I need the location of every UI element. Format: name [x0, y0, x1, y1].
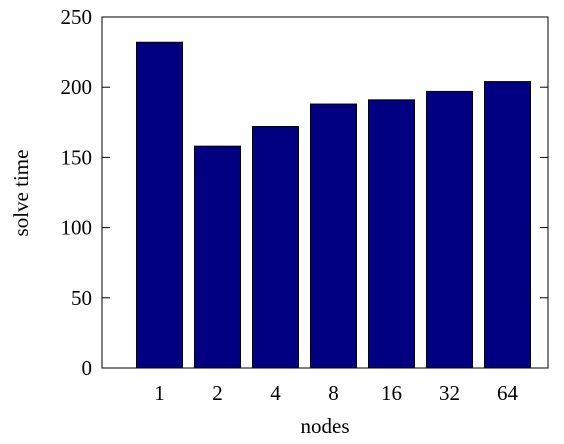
- y-tick-label-250: 250: [61, 5, 93, 29]
- bar-64: [484, 81, 531, 369]
- bar-2: [194, 145, 241, 369]
- bar-1: [136, 41, 183, 369]
- bar-16: [368, 99, 415, 369]
- y-axis-title: solve time: [9, 150, 33, 237]
- plot-frame: [101, 16, 549, 369]
- y-tick-label-50: 50: [71, 286, 92, 310]
- bar-4: [252, 126, 299, 369]
- x-tick-label-2: 2: [212, 381, 223, 405]
- x-tick-label-16: 16: [381, 381, 402, 405]
- x-tick-label-32: 32: [439, 381, 460, 405]
- x-axis-title: nodes: [301, 414, 350, 438]
- y-tick-label-0: 0: [82, 356, 93, 380]
- ticks-group: [102, 16, 548, 369]
- y-tick-labels: 0 50 100 150 200 250: [61, 5, 93, 380]
- bar-8: [310, 103, 357, 369]
- x-tick-label-8: 8: [328, 381, 339, 405]
- bars-group: [136, 41, 531, 369]
- y-tick-label-150: 150: [61, 145, 93, 169]
- y-tick-label-100: 100: [61, 216, 93, 240]
- x-tick-label-64: 64: [497, 381, 519, 405]
- x-tick-label-1: 1: [154, 381, 165, 405]
- x-tick-labels: 1 2 4 8 16 32 64: [154, 381, 518, 405]
- bar-32: [426, 90, 473, 369]
- y-tick-label-200: 200: [61, 75, 93, 99]
- x-tick-label-4: 4: [270, 381, 281, 405]
